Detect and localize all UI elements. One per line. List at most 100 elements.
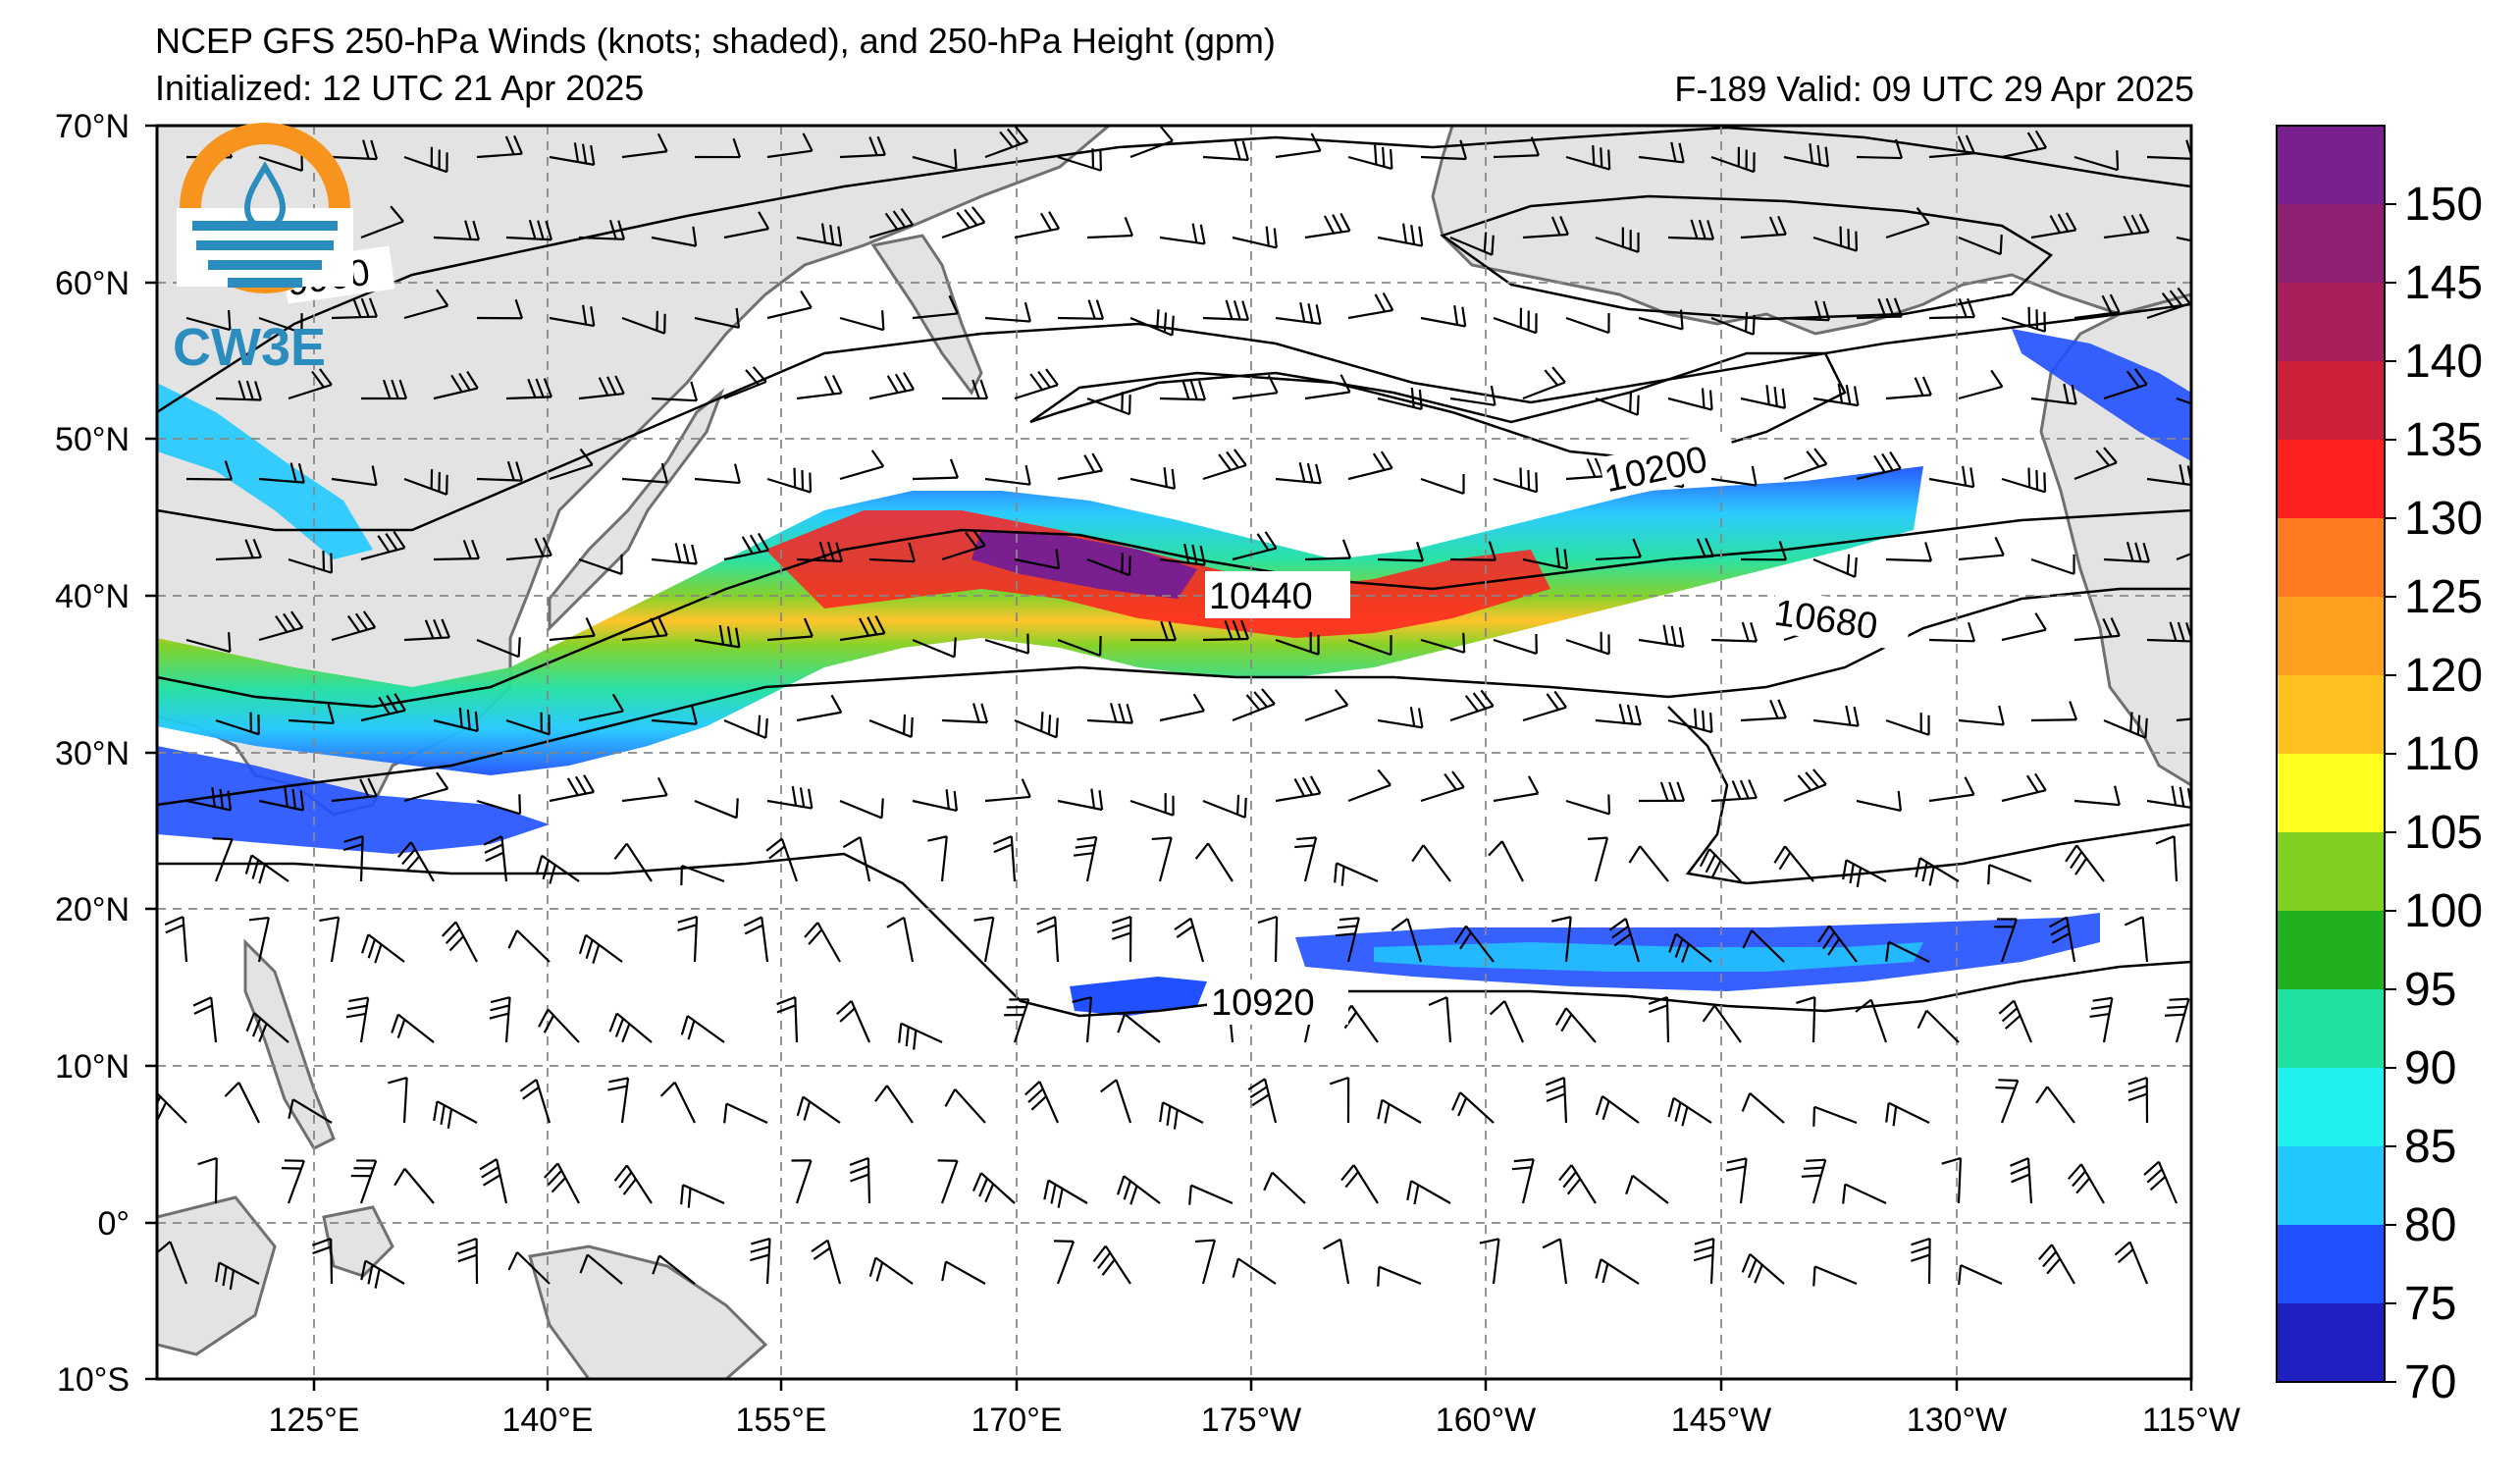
lon-label: 175°W xyxy=(1201,1402,1301,1439)
wind-barb xyxy=(331,139,379,161)
wind-barb xyxy=(1667,537,1714,561)
wind-barb xyxy=(1111,915,1132,963)
wind-barb xyxy=(898,1022,943,1050)
wind-barb xyxy=(1092,1245,1131,1285)
wind-barb xyxy=(549,774,596,803)
wind-barb xyxy=(2030,383,2077,405)
wind-barb xyxy=(2074,447,2118,481)
wind-barb xyxy=(1511,1158,1535,1204)
wind-barb xyxy=(776,996,799,1043)
wind-barb xyxy=(1377,541,1425,562)
wind-barb xyxy=(505,712,551,736)
wind-barb xyxy=(1565,145,1611,171)
wind-barb xyxy=(1628,845,1669,882)
wind-barb xyxy=(360,530,406,561)
wind-barb xyxy=(185,310,232,332)
wind-barb xyxy=(1377,223,1424,247)
wind-barb xyxy=(403,289,449,320)
wind-barb xyxy=(1194,842,1234,882)
wind-barb xyxy=(1742,929,1785,963)
wind-barb xyxy=(1741,1092,1785,1124)
wind-barb xyxy=(215,538,262,561)
wind-barb xyxy=(1428,996,1452,1043)
wind-barb xyxy=(1129,620,1178,642)
wind-barb xyxy=(607,1077,630,1124)
wind-barb xyxy=(245,1012,289,1043)
wind-barb xyxy=(361,933,405,964)
wind-barb xyxy=(403,618,450,642)
contour-label-10920: 10920 xyxy=(1211,982,1315,1024)
wind-barb xyxy=(849,1156,871,1204)
wind-barb xyxy=(912,148,958,170)
wind-barb xyxy=(1740,215,1787,239)
wind-barb xyxy=(1488,840,1524,882)
wind-barb xyxy=(1086,392,1131,416)
lon-ticks xyxy=(312,1379,2193,1391)
wind-barb xyxy=(1493,467,1539,494)
wind-barb xyxy=(1522,690,1567,722)
wind-barb xyxy=(549,142,596,166)
wind-barb xyxy=(1202,619,1250,642)
wind-barb xyxy=(1057,148,1102,172)
wind-barb xyxy=(248,916,270,963)
wind-barb xyxy=(1117,1013,1161,1043)
wind-barb xyxy=(1542,1238,1568,1285)
wind-barb xyxy=(1554,1007,1597,1043)
wind-barb xyxy=(1842,859,1887,888)
wind-barb xyxy=(1565,794,1611,816)
colorbar-label: 135 xyxy=(2404,414,2483,466)
wind-barb xyxy=(2067,1163,2105,1204)
wind-barb xyxy=(244,854,289,884)
wind-barb xyxy=(1773,845,1814,882)
wind-barb xyxy=(680,1184,725,1208)
wind-barb xyxy=(1565,631,1610,656)
wind-barb xyxy=(476,794,522,816)
wind-barb xyxy=(1928,465,1975,489)
wind-barb xyxy=(1812,226,1859,252)
wind-barb xyxy=(360,379,408,400)
wind-barb xyxy=(750,1238,771,1285)
wind-barb xyxy=(1377,707,1424,729)
wind-barb xyxy=(1699,848,1742,882)
wind-barb xyxy=(331,610,377,642)
wind-barb xyxy=(791,1159,813,1204)
wind-barb xyxy=(1783,448,1828,481)
wind-barb xyxy=(839,135,886,159)
wind-barb xyxy=(2103,368,2148,400)
wind-barb xyxy=(1608,918,1641,963)
wind-barb xyxy=(1024,1081,1060,1124)
wind-barb xyxy=(1072,996,1093,1043)
graticule xyxy=(157,126,2191,1379)
wind-barb xyxy=(1449,541,1497,561)
wind-barb xyxy=(621,616,668,642)
wind-barb xyxy=(2074,293,2121,320)
wind-barb xyxy=(578,693,624,722)
wind-barb xyxy=(839,798,884,820)
wind-barb xyxy=(651,226,698,247)
wind-barb xyxy=(578,933,623,964)
wind-barb xyxy=(578,220,626,240)
wind-barb xyxy=(457,1237,479,1285)
wind-barb xyxy=(868,1256,914,1285)
wind-barb xyxy=(1159,1101,1204,1130)
wind-barb xyxy=(1710,311,1756,336)
colorbar-swatch xyxy=(2277,754,2385,833)
colorbar-label: 130 xyxy=(2404,493,2483,545)
wind-barb xyxy=(1667,388,1713,411)
wind-barb xyxy=(2146,287,2191,320)
colorbar-swatch xyxy=(2277,1303,2385,1383)
wind-barb xyxy=(1587,836,1609,882)
wind-barb xyxy=(1129,793,1175,817)
wind-barb xyxy=(1783,143,1830,168)
wind-barb xyxy=(766,290,813,320)
wind-barb xyxy=(288,551,334,574)
wind-barb xyxy=(941,206,986,239)
colorbar-swatch xyxy=(2277,1068,2385,1147)
wind-barb xyxy=(621,310,666,335)
wind-barb xyxy=(613,1164,653,1204)
wind-barb xyxy=(2176,397,2191,405)
wind-barb xyxy=(1565,313,1610,335)
wind-barb xyxy=(1304,539,1352,561)
wind-barb xyxy=(839,310,885,332)
